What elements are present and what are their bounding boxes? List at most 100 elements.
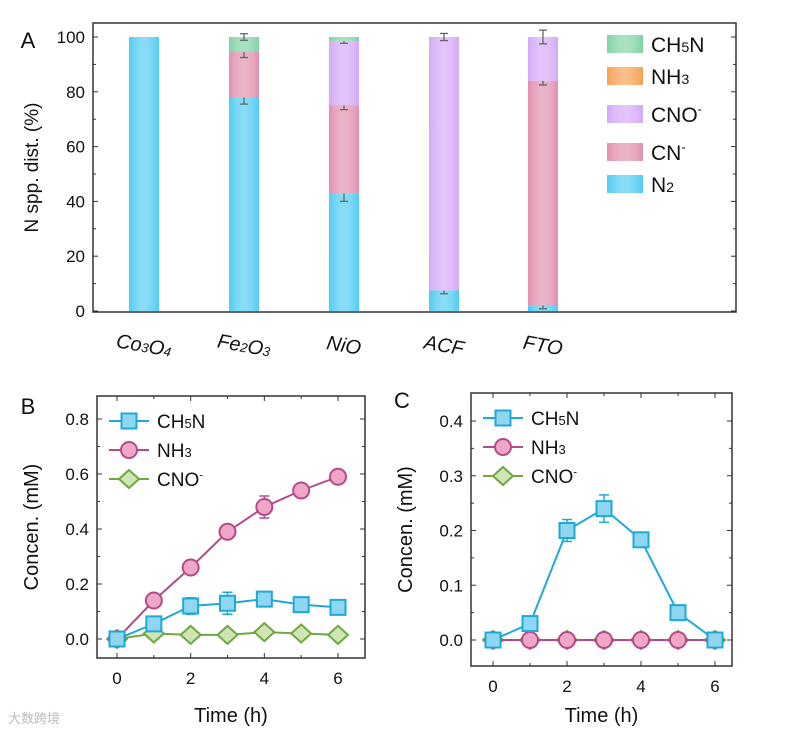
bar-shine bbox=[429, 37, 459, 291]
legend-label-NH3: NH3 bbox=[651, 66, 689, 89]
y-tick-label: 80 bbox=[66, 83, 85, 102]
point-CNO--t6 bbox=[326, 624, 350, 646]
bar-shine bbox=[528, 80, 558, 306]
point-CH5N-t1 bbox=[145, 615, 163, 633]
point-CH5N-t1 bbox=[521, 615, 539, 633]
legend-label-CH5N: CH5N bbox=[651, 34, 704, 57]
legend-label-NH3: NH3 bbox=[157, 441, 192, 462]
point-CH5N-t0 bbox=[484, 631, 502, 649]
point-NH3-t2 bbox=[558, 631, 576, 649]
panel-b-xlabel: Time (h) bbox=[194, 705, 268, 727]
legend-swatch-shine bbox=[607, 105, 643, 123]
legend-marker-CH5N bbox=[120, 412, 138, 430]
point-CH5N-t0 bbox=[108, 630, 126, 648]
x-tick-label: 6 bbox=[710, 677, 719, 696]
point-CH5N-t4 bbox=[632, 531, 650, 549]
x-tick-label: 4 bbox=[636, 677, 645, 696]
x-tick-label-Co3O4: Co3O4 bbox=[115, 330, 174, 361]
point-CH5N-t6 bbox=[706, 631, 724, 649]
y-tick-label: 0.1 bbox=[439, 576, 463, 595]
legend-label-NH3: NH3 bbox=[531, 438, 566, 459]
y-tick-label: 60 bbox=[66, 138, 85, 157]
panel-c-frame bbox=[470, 392, 733, 667]
point-CNO--t5 bbox=[289, 623, 313, 644]
panel-a-label: A bbox=[21, 28, 36, 53]
x-tick-label: 0 bbox=[112, 669, 121, 688]
y-tick-label: 0.0 bbox=[439, 631, 463, 650]
bar-shine bbox=[329, 193, 359, 311]
legend-swatch-shine bbox=[607, 67, 643, 85]
legend-label-CH5N: CH5N bbox=[531, 409, 579, 430]
point-CNO--t4 bbox=[252, 621, 276, 643]
point-CH5N-t3 bbox=[595, 500, 613, 518]
point-NH3-t4 bbox=[632, 631, 650, 649]
bar-shine bbox=[329, 37, 359, 42]
bar-shine bbox=[329, 105, 359, 194]
point-CH5N-t5 bbox=[669, 604, 687, 622]
bar-shine bbox=[329, 41, 359, 106]
point-NH3-t1 bbox=[521, 631, 539, 649]
point-NH3-t1 bbox=[144, 591, 163, 610]
legend-swatch-shine bbox=[607, 143, 643, 161]
legend-label-CNO-: CNO- bbox=[651, 103, 702, 127]
x-tick-label-FTO: FTO bbox=[521, 332, 564, 361]
x-tick-label: 2 bbox=[186, 669, 195, 688]
y-tick-label: 0.3 bbox=[439, 467, 463, 486]
y-tick-label: 40 bbox=[66, 192, 85, 211]
panel-b-label: B bbox=[21, 394, 36, 419]
legend-marker-NH3 bbox=[494, 438, 512, 456]
bar-shine bbox=[229, 37, 259, 53]
legend-marker-NH3 bbox=[120, 441, 138, 459]
bar-shine bbox=[429, 290, 459, 311]
y-tick-label: 0.2 bbox=[439, 522, 463, 541]
panel-a-frame bbox=[92, 22, 737, 313]
legend-label-CNO-: CNO- bbox=[157, 469, 203, 491]
watermark: 大数跨境 bbox=[8, 711, 61, 726]
y-tick-label: 0 bbox=[76, 302, 85, 321]
point-CNO--t3 bbox=[216, 624, 239, 646]
y-tick-label: 0.8 bbox=[65, 410, 89, 429]
point-CNO--t2 bbox=[179, 624, 203, 646]
y-tick-label: 0.2 bbox=[65, 575, 89, 594]
legend-label-CN-: CN- bbox=[651, 141, 686, 165]
y-tick-label: 0.4 bbox=[439, 412, 463, 431]
panel-c-label: C bbox=[394, 388, 410, 413]
legend-marker-CNO- bbox=[117, 468, 141, 490]
x-tick-label: 4 bbox=[260, 669, 269, 688]
y-tick-label: 0.0 bbox=[65, 630, 89, 649]
legend-marker-CNO- bbox=[491, 465, 515, 487]
point-NH3-t3 bbox=[218, 522, 237, 541]
panel-b-ylabel: Concen. (mM) bbox=[21, 464, 43, 591]
x-tick-label-ACF: ACF bbox=[421, 332, 467, 361]
point-NH3-t6 bbox=[329, 467, 347, 486]
panel-c-xlabel: Time (h) bbox=[565, 705, 639, 727]
legend-marker-CH5N bbox=[494, 409, 512, 427]
x-tick-label-Fe2O3: Fe2O3 bbox=[216, 331, 273, 362]
y-tick-label: 20 bbox=[66, 247, 85, 266]
legend-label-N2: N2 bbox=[651, 174, 674, 197]
bar-shine bbox=[129, 37, 159, 311]
point-NH3-t5 bbox=[292, 481, 311, 500]
x-tick-label: 0 bbox=[488, 677, 497, 696]
legend-swatch-shine bbox=[607, 175, 643, 193]
point-CH5N-t2 bbox=[182, 597, 200, 615]
point-CH5N-t4 bbox=[255, 590, 273, 608]
x-tick-label: 6 bbox=[333, 669, 342, 688]
panel-b-frame bbox=[96, 395, 366, 659]
point-NH3-t3 bbox=[595, 631, 613, 649]
legend-swatch-shine bbox=[607, 35, 643, 53]
x-tick-label-NiO: NiO bbox=[325, 332, 363, 360]
x-tick-label: 2 bbox=[562, 677, 571, 696]
point-NH3-t2 bbox=[181, 558, 200, 577]
point-CH5N-t6 bbox=[329, 598, 347, 616]
y-tick-label: 0.4 bbox=[65, 520, 89, 539]
point-CH5N-t3 bbox=[219, 594, 236, 612]
bar-shine bbox=[229, 97, 259, 311]
point-CH5N-t2 bbox=[558, 522, 576, 539]
panel-a-ylabel: N spp. dist. (%) bbox=[22, 103, 43, 233]
y-tick-label: 100 bbox=[57, 28, 85, 47]
legend-label-CH5N: CH5N bbox=[157, 412, 205, 433]
point-NH3-t5 bbox=[669, 631, 687, 649]
point-CH5N-t5 bbox=[292, 596, 310, 614]
